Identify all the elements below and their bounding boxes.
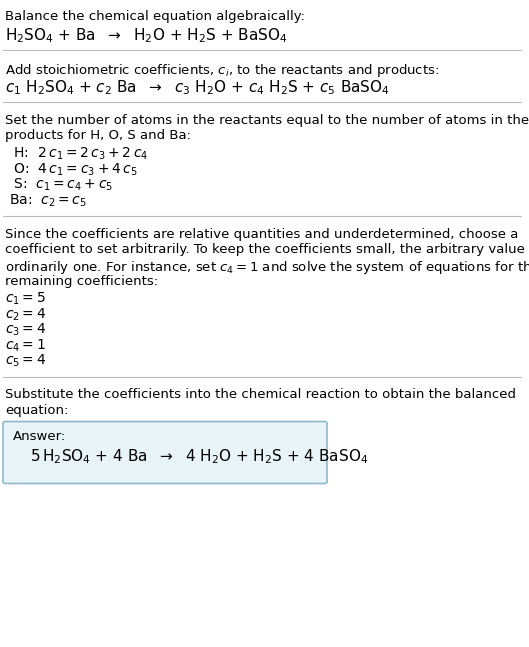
Text: S:  $c_1 = c_4 + c_5$: S: $c_1 = c_4 + c_5$ [9, 177, 113, 193]
Text: products for H, O, S and Ba:: products for H, O, S and Ba: [5, 129, 191, 142]
FancyBboxPatch shape [3, 421, 327, 483]
Text: equation:: equation: [5, 404, 68, 417]
Text: Since the coefficients are relative quantities and underdetermined, choose a: Since the coefficients are relative quan… [5, 228, 518, 241]
Text: $\mathrm{H_2SO_4}$ + Ba  $\rightarrow$  $\mathrm{H_2O}$ + $\mathrm{H_2S}$ + $\ma: $\mathrm{H_2SO_4}$ + Ba $\rightarrow$ $\… [5, 27, 287, 45]
Text: Substitute the coefficients into the chemical reaction to obtain the balanced: Substitute the coefficients into the che… [5, 388, 516, 402]
Text: Add stoichiometric coefficients, $c_i$, to the reactants and products:: Add stoichiometric coefficients, $c_i$, … [5, 62, 439, 79]
Text: ordinarily one. For instance, set $c_4 = 1$ and solve the system of equations fo: ordinarily one. For instance, set $c_4 =… [5, 259, 529, 276]
Text: Answer:: Answer: [13, 430, 66, 443]
Text: $c_5 = 4$: $c_5 = 4$ [5, 353, 46, 369]
Text: coefficient to set arbitrarily. To keep the coefficients small, the arbitrary va: coefficient to set arbitrarily. To keep … [5, 243, 529, 256]
Text: remaining coefficients:: remaining coefficients: [5, 274, 158, 287]
Text: O:  $4\,c_1 = c_3 + 4\,c_5$: O: $4\,c_1 = c_3 + 4\,c_5$ [9, 162, 138, 178]
Text: Balance the chemical equation algebraically:: Balance the chemical equation algebraica… [5, 10, 305, 23]
Text: H:  $2\,c_1 = 2\,c_3 + 2\,c_4$: H: $2\,c_1 = 2\,c_3 + 2\,c_4$ [9, 146, 148, 162]
Text: $c_3 = 4$: $c_3 = 4$ [5, 322, 46, 338]
Text: $c_1$ $\mathrm{H_2SO_4}$ + $c_2$ Ba  $\rightarrow$  $c_3$ $\mathrm{H_2O}$ + $c_4: $c_1$ $\mathrm{H_2SO_4}$ + $c_2$ Ba $\ri… [5, 78, 390, 97]
Text: $c_2 = 4$: $c_2 = 4$ [5, 307, 46, 323]
Text: Ba:  $c_2 = c_5$: Ba: $c_2 = c_5$ [9, 193, 87, 209]
Text: $c_1 = 5$: $c_1 = 5$ [5, 291, 46, 307]
Text: Set the number of atoms in the reactants equal to the number of atoms in the: Set the number of atoms in the reactants… [5, 114, 529, 127]
Text: $c_4 = 1$: $c_4 = 1$ [5, 338, 46, 354]
Text: $5\,\mathrm{H_2SO_4}$ + 4 Ba  $\rightarrow$  4 $\mathrm{H_2O}$ + $\mathrm{H_2S}$: $5\,\mathrm{H_2SO_4}$ + 4 Ba $\rightarro… [30, 447, 368, 466]
